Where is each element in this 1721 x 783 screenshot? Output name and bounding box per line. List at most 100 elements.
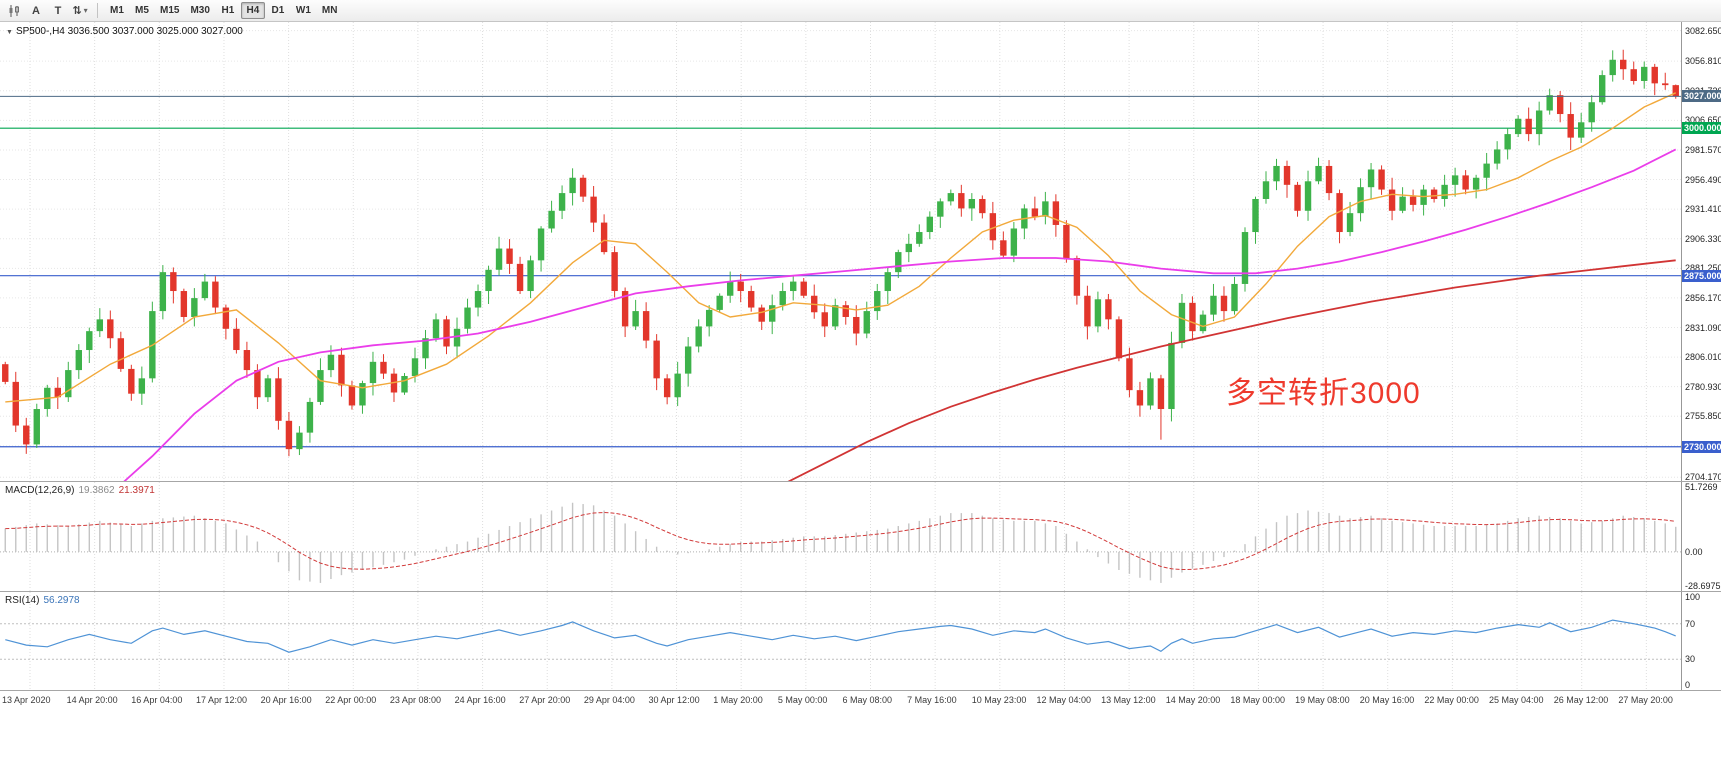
time-axis[interactable]: 13 Apr 2020 14 Apr 20:00 16 Apr 04:00 17 Ap… [0, 690, 1721, 713]
price-badge-2875.000: 2875.000 [1682, 269, 1721, 282]
time-label: 26 May 12:00 [1553, 695, 1609, 705]
rsi-axis[interactable]: 100 70 30 0 [1681, 592, 1721, 690]
time-label: 25 May 04:00 [1489, 695, 1544, 705]
macd-signal-value: 21.3971 [118, 485, 155, 496]
timeframe-h4[interactable]: H4 [240, 2, 265, 19]
price-tick: 2831.090 [1685, 322, 1721, 333]
timeframe-h1[interactable]: H1 [221, 5, 235, 16]
time-label: 24 Apr 16:00 [454, 695, 506, 705]
candlestick-chart-icon[interactable] [4, 2, 24, 20]
chart-dropdown-icon[interactable]: ▼ [6, 29, 13, 36]
price-tick: 2956.490 [1685, 174, 1721, 185]
time-label: 14 Apr 20:00 [66, 695, 118, 705]
time-label: 19 May 08:00 [1295, 695, 1350, 705]
price-chart-panel[interactable]: ▼ SP500-,H4 3036.500 3037.000 3025.000 30… [0, 22, 1721, 483]
dropdown-caret-icon: ▾ [83, 6, 88, 15]
rsi-tick: 70 [1685, 618, 1696, 629]
time-label: 22 Apr 00:00 [325, 695, 377, 705]
time-label: 17 Apr 12:00 [195, 695, 247, 705]
time-label: 10 May 23:00 [971, 695, 1027, 705]
price-axis[interactable]: 3082.6503056.8103031.7303006.6502981.570… [1681, 22, 1721, 483]
timeframe-m30[interactable]: M30 [190, 5, 210, 16]
macd-axis[interactable]: 51.7269 0.00 -28.6975 [1681, 482, 1721, 591]
macd-label: MACD(12,26,9) 19.3862 21.3971 [5, 485, 155, 496]
rsi-plot[interactable] [0, 592, 1681, 691]
candles-layer [2, 49, 1679, 457]
top-toolbar: A T ⇅ ▾ M1 M5 M15 M30 H1 H4 D1 W1 MN [0, 0, 1721, 22]
rsi-panel[interactable]: RSI(14) 56.2978 100 70 30 0 [0, 591, 1721, 691]
scale-tool-icon[interactable]: ⇅ ▾ [70, 2, 90, 20]
chart-annotation-text: 多空转折3000 [1226, 377, 1421, 410]
price-tick: 2906.330 [1685, 233, 1721, 244]
macd-tick: -28.6975 [1685, 581, 1721, 591]
time-label: 6 May 08:00 [842, 695, 893, 705]
time-label: 13 May 12:00 [1101, 695, 1156, 705]
price-tick: 2806.010 [1685, 352, 1721, 363]
time-label: 13 Apr 2020 [2, 695, 51, 705]
timeframe-m5[interactable]: M5 [135, 5, 149, 16]
symbol-period-text: SP500-,H4 [15, 26, 65, 37]
macd-main-value: 19.3862 [78, 485, 115, 496]
time-label: 20 Apr 16:00 [260, 695, 312, 705]
rsi-line [5, 619, 1676, 653]
ma-slow-line [787, 259, 1676, 481]
price-tick: 2704.170 [1685, 472, 1721, 483]
time-label: 1 May 20:00 [713, 695, 763, 705]
text-a-icon[interactable]: A [32, 4, 40, 17]
timeframe-group: M1 M5 M15 M30 H1 H4 D1 W1 MN [105, 2, 342, 19]
timeframe-w1[interactable]: W1 [295, 5, 311, 16]
timeframe-m15[interactable]: M15 [160, 5, 180, 16]
time-label: 20 May 16:00 [1359, 695, 1415, 705]
price-badge-2730.000: 2730.000 [1682, 440, 1721, 453]
time-label: 22 May 00:00 [1424, 695, 1479, 705]
time-label: 27 Apr 20:00 [519, 695, 571, 705]
price-badge-3027.000: 3027.000 [1682, 90, 1721, 103]
text-t-icon[interactable]: T [54, 4, 62, 17]
rsi-value: 56.2978 [43, 595, 80, 606]
time-label: 5 May 00:00 [777, 695, 828, 705]
toolbar-separator [97, 3, 98, 18]
candlestick-glyph [9, 4, 19, 17]
rsi-name-text: RSI(14) [5, 595, 40, 606]
ma-mid-line [123, 148, 1677, 481]
macd-tick: 51.7269 [1685, 482, 1718, 492]
price-badge-3000.000: 3000.000 [1682, 122, 1721, 135]
price-tick: 2881.250 [1685, 263, 1721, 274]
price-tick: 2780.930 [1685, 381, 1721, 392]
rsi-tick: 30 [1685, 654, 1696, 665]
macd-plot[interactable] [0, 482, 1681, 592]
timeframe-d1[interactable]: D1 [271, 5, 285, 16]
price-tick: 2856.170 [1685, 292, 1721, 303]
macd-name-text: MACD(12,26,9) [5, 485, 75, 496]
macd-tick: 0.00 [1685, 546, 1703, 557]
scale-arrows-icon: ⇅ [72, 5, 82, 17]
timeframe-m1[interactable]: M1 [110, 5, 124, 16]
ma-fast-line [5, 92, 1676, 403]
price-tick: 2931.410 [1685, 204, 1721, 215]
time-label: 23 Apr 08:00 [389, 695, 441, 705]
timeframe-mn[interactable]: MN [321, 5, 338, 16]
rsi-tick: 0 [1685, 680, 1691, 690]
chart-symbol-label: ▼ SP500-,H4 3036.500 3037.000 3025.000 30… [6, 26, 243, 37]
time-label: 7 May 16:00 [907, 695, 957, 705]
time-label: 30 Apr 12:00 [648, 695, 700, 705]
price-tick: 2755.850 [1685, 411, 1721, 422]
price-tick: 3082.650 [1685, 25, 1721, 36]
time-label: 18 May 00:00 [1230, 695, 1285, 705]
macd-histogram [4, 502, 1677, 583]
time-label: 27 May 20:00 [1618, 695, 1673, 705]
price-tick: 3056.810 [1685, 56, 1721, 67]
time-label: 16 Apr 04:00 [131, 695, 183, 705]
rsi-tick: 100 [1685, 592, 1701, 602]
macd-panel[interactable]: MACD(12,26,9) 19.3862 21.3971 51.7269 0.00 -… [0, 481, 1721, 592]
time-label: 29 Apr 04:00 [583, 695, 635, 705]
rsi-label: RSI(14) 56.2978 [5, 595, 80, 606]
price-plot[interactable] [0, 22, 1681, 481]
time-label: 12 May 04:00 [1036, 695, 1091, 705]
time-label: 14 May 20:00 [1165, 695, 1221, 705]
macd-signal-line [5, 511, 1676, 571]
price-tick: 3006.650 [1685, 115, 1721, 126]
ohlc-values-text: 3036.500 3037.000 3025.000 3027.000 [67, 26, 243, 37]
price-tick: 2981.570 [1685, 144, 1721, 155]
